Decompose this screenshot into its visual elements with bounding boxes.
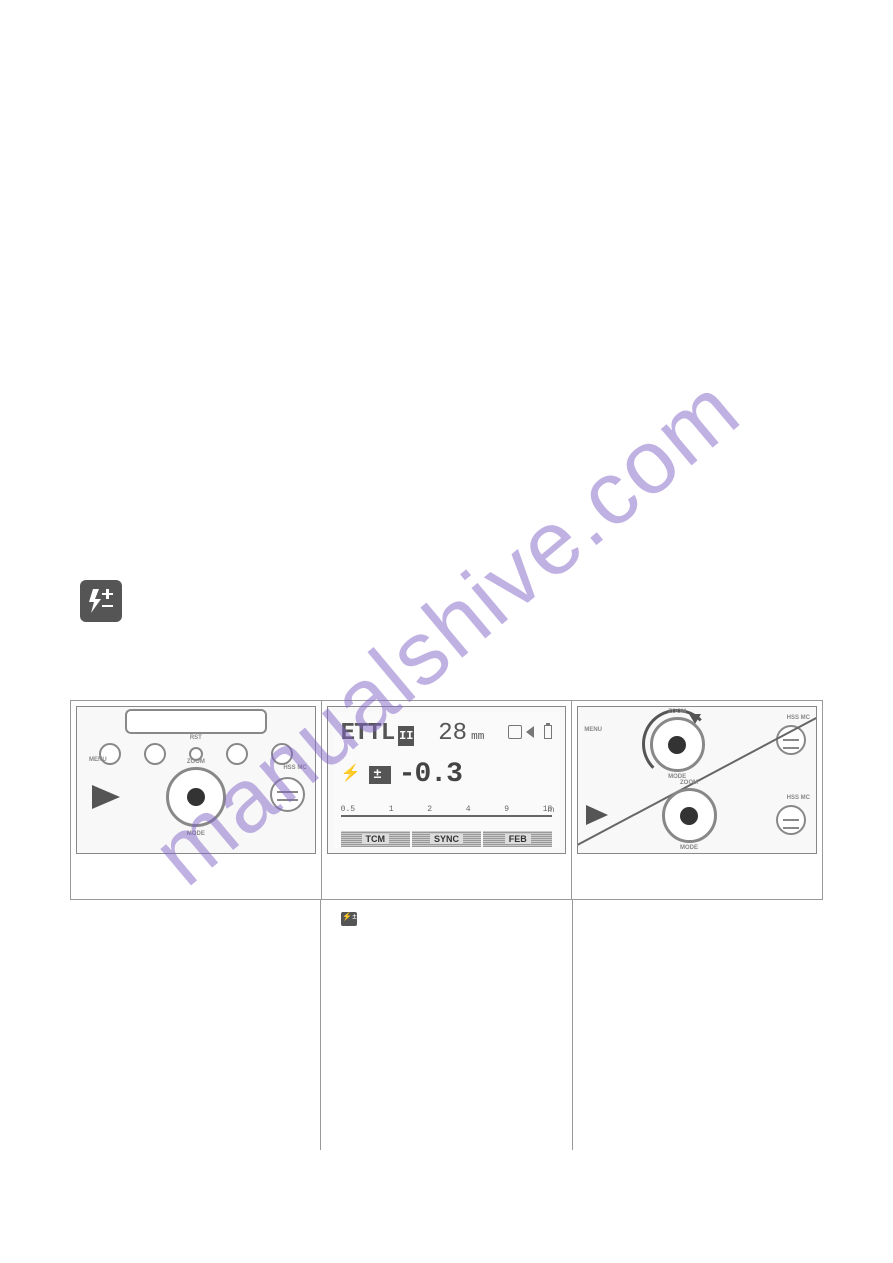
label-mode-p3b: MODE [680,845,698,851]
button-4 [271,743,293,765]
scale-tick: 1 [389,805,394,814]
press-arrow-icon [92,785,120,809]
scale-tick: 9 [504,805,509,814]
label-menu: MENU [89,757,107,763]
lcd-value-line: -0.3 [341,759,553,790]
button-3 [226,743,248,765]
label-mode: MODE [187,831,205,837]
scale-tick: 2 [427,805,432,814]
power-switch-p3b [776,805,806,835]
lcd-mode: ETTL [341,720,395,747]
lcd-zoom-unit: mm [471,731,484,743]
dial-center-button [187,788,205,806]
ev-icon [369,766,391,784]
battery-icon [544,725,552,739]
instruction-text-row [70,900,823,1150]
control-dial [166,767,226,827]
panel-2-lcd: ETTL II 28 mm -0.3 [327,706,567,854]
panel-1-diagram: MENU RST ZOOM MODE HSS MC [76,706,316,854]
instruction-col-2 [321,900,572,1150]
panel-3-diagram: MENU ZOOM MODE HSS MC ZOOM [577,706,817,854]
speaker-icon [526,725,540,739]
instruction-col-3 [573,900,823,1150]
flash-comp-inline-icon [341,912,357,926]
scale-tick: 4 [466,805,471,814]
scale-unit: m [548,805,555,814]
flash-compensation-icon [80,580,122,622]
label-hss-p3b: HSS MC [787,795,810,801]
instruction-panels: MENU RST ZOOM MODE HSS MC ETTL [70,700,823,900]
lcd-distance-scale: 0.5 1 2 4 9 18 m [341,805,553,823]
label-hss: HSS MC [283,765,306,771]
control-dial-bot [662,788,717,843]
radio-icon [508,725,522,739]
footer-tab-sync: SYNC [412,831,481,847]
footer-tab-feb: FEB [483,831,552,847]
lcd-outline [125,709,268,734]
panel-1: MENU RST ZOOM MODE HSS MC [70,700,321,900]
footer-tab-tcm: TCM [341,831,410,847]
lcd-footer-tabs: TCM SYNC FEB [341,831,553,847]
panel-3: MENU ZOOM MODE HSS MC ZOOM [571,700,823,900]
lcd-exposure-value: -0.3 [399,759,462,790]
button-2 [144,743,166,765]
bolt-icon [341,763,361,787]
lcd-top-line: ETTL II 28 mm [341,720,553,747]
scale-tick: 0.5 [341,805,355,814]
power-switch [270,777,305,812]
panel-2: ETTL II 28 mm -0.3 [321,700,572,900]
instruction-col-1 [70,900,321,1150]
press-arrow-icon-p3 [586,805,608,825]
label-zoom: ZOOM [187,759,205,765]
label-rst: RST [190,735,202,741]
label-zoom-p3b: ZOOM [680,780,698,786]
lcd-mode-suffix: II [398,726,414,746]
lcd-zoom-value: 28 [438,720,467,747]
